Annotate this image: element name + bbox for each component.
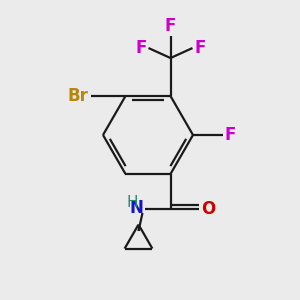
Text: Br: Br [68, 87, 88, 105]
Text: H: H [127, 196, 138, 211]
Text: F: F [135, 39, 146, 57]
Text: N: N [130, 199, 143, 217]
Text: F: F [194, 39, 206, 57]
Text: F: F [165, 17, 176, 35]
Text: F: F [225, 126, 236, 144]
Text: O: O [202, 200, 216, 218]
